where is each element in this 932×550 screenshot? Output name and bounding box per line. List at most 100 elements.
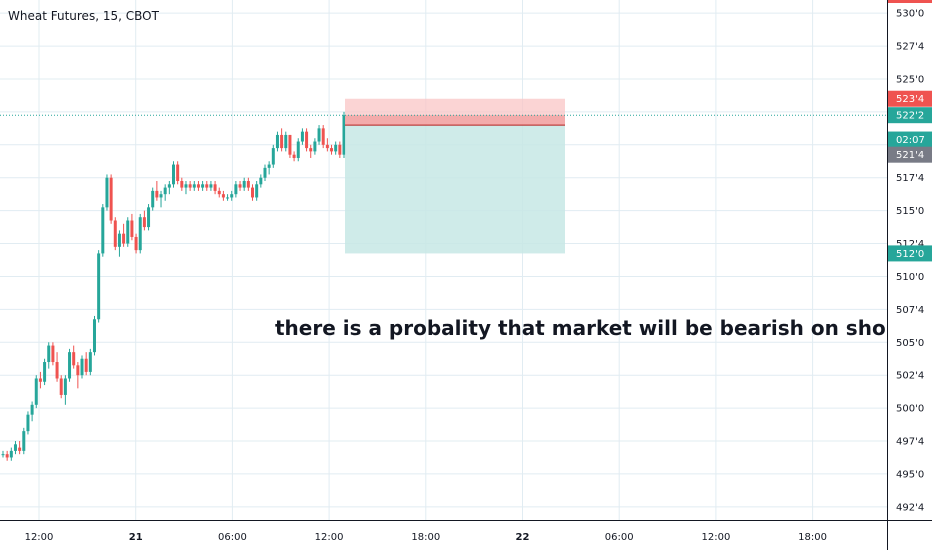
candle-body <box>330 148 334 152</box>
candle-body <box>130 220 134 237</box>
candle-body <box>105 177 109 208</box>
x-tick-label: 18:00 <box>798 532 827 543</box>
candle-body <box>97 253 101 320</box>
candle-body <box>192 184 196 188</box>
candle-body <box>230 194 234 198</box>
candle-body <box>167 184 171 188</box>
candle-body <box>68 352 72 379</box>
y-tick-label: 525'0 <box>896 74 924 85</box>
candle-body <box>251 187 255 198</box>
candle-body <box>180 181 184 188</box>
candle-body <box>196 184 200 188</box>
candle-body <box>138 217 142 251</box>
candle-body <box>142 217 146 228</box>
candle-body <box>122 233 126 244</box>
x-tick-label: 12:00 <box>701 532 730 543</box>
candle-body <box>255 184 259 198</box>
candle-body <box>47 345 51 363</box>
x-tick-label: 06:00 <box>605 532 634 543</box>
candle-body <box>26 414 30 432</box>
x-tick-label: 21 <box>129 532 143 543</box>
candle-body <box>88 352 92 372</box>
candle-body <box>201 184 205 188</box>
y-tick-label: 530'0 <box>896 9 924 20</box>
candle-body <box>147 207 151 228</box>
candle-body <box>296 141 300 158</box>
y-tick-label: 497'4 <box>896 437 924 448</box>
candle-body <box>72 352 76 366</box>
annotation-text: there is a probality that market will be… <box>275 316 885 340</box>
candle-body <box>59 378 63 395</box>
x-tick-label: 18:00 <box>411 532 440 543</box>
last-price-tag <box>888 107 932 124</box>
candle-body <box>5 454 9 458</box>
candle-body <box>84 358 88 372</box>
candle-body <box>1 454 5 456</box>
candle-body <box>134 236 138 251</box>
countdown-tag <box>888 131 932 148</box>
y-tick-label: 495'0 <box>896 469 924 480</box>
take-profit-zone <box>345 125 565 254</box>
candle-body <box>76 365 80 376</box>
entry-price-tag-label: 521'4 <box>896 150 924 161</box>
candle-body <box>259 177 263 185</box>
candle-body <box>55 362 59 379</box>
candle-body <box>80 358 84 376</box>
candle-body <box>226 197 230 199</box>
candle-body <box>38 378 42 382</box>
candle-body <box>109 177 113 221</box>
candle-body <box>117 233 121 247</box>
candle-body <box>188 184 192 188</box>
candle-body <box>205 184 209 188</box>
candle-body <box>234 184 238 195</box>
candle-body <box>13 444 17 451</box>
candle-body <box>22 431 26 451</box>
candle-body <box>242 181 246 188</box>
candle-body <box>271 148 275 165</box>
candle-body <box>292 154 296 158</box>
candle-body <box>213 184 217 191</box>
candle-body <box>313 141 317 152</box>
y-tick-label: 510'0 <box>896 272 924 283</box>
y-tick-label: 502'4 <box>896 371 924 382</box>
open-loss-zone <box>345 115 565 126</box>
candle-body <box>30 404 34 415</box>
target-price-tag <box>888 245 932 262</box>
y-tick-label: 512'4 <box>896 239 924 250</box>
last-price-tag-label: 522'2 <box>896 111 924 122</box>
candle-body <box>172 164 175 185</box>
candle-body <box>63 378 67 395</box>
entry-price-tag <box>888 146 932 163</box>
candle-body <box>113 220 117 247</box>
candle-body <box>309 148 313 152</box>
candle-body <box>334 144 338 152</box>
candle-body <box>263 167 267 178</box>
candle-body <box>325 144 329 149</box>
candle-body <box>317 128 321 142</box>
y-tick-label: 492'4 <box>896 502 924 513</box>
target-price-tag-label: 512'0 <box>896 249 924 260</box>
candle-body <box>288 134 292 155</box>
y-tick-label: 500'0 <box>896 404 924 415</box>
candle-body <box>209 184 213 188</box>
y-tick-label: 527'4 <box>896 42 924 53</box>
y-tick-label: 515'0 <box>896 206 924 217</box>
candle-body <box>342 115 346 155</box>
top-clipped-tag <box>888 0 932 3</box>
y-tick-label: 507'4 <box>896 305 924 316</box>
x-tick-label: 12:00 <box>25 532 54 543</box>
candle-body <box>238 184 242 188</box>
candle-body <box>159 194 163 198</box>
candle-body <box>280 134 284 149</box>
y-tick-label: 505'0 <box>896 338 924 349</box>
candle-body <box>34 378 38 405</box>
candle-body <box>267 164 271 168</box>
candle-body <box>176 164 180 182</box>
candle-body <box>217 190 221 195</box>
candle-body <box>126 220 130 244</box>
candle-body <box>300 131 304 142</box>
candle-body <box>155 190 159 198</box>
candle-body <box>321 128 325 145</box>
